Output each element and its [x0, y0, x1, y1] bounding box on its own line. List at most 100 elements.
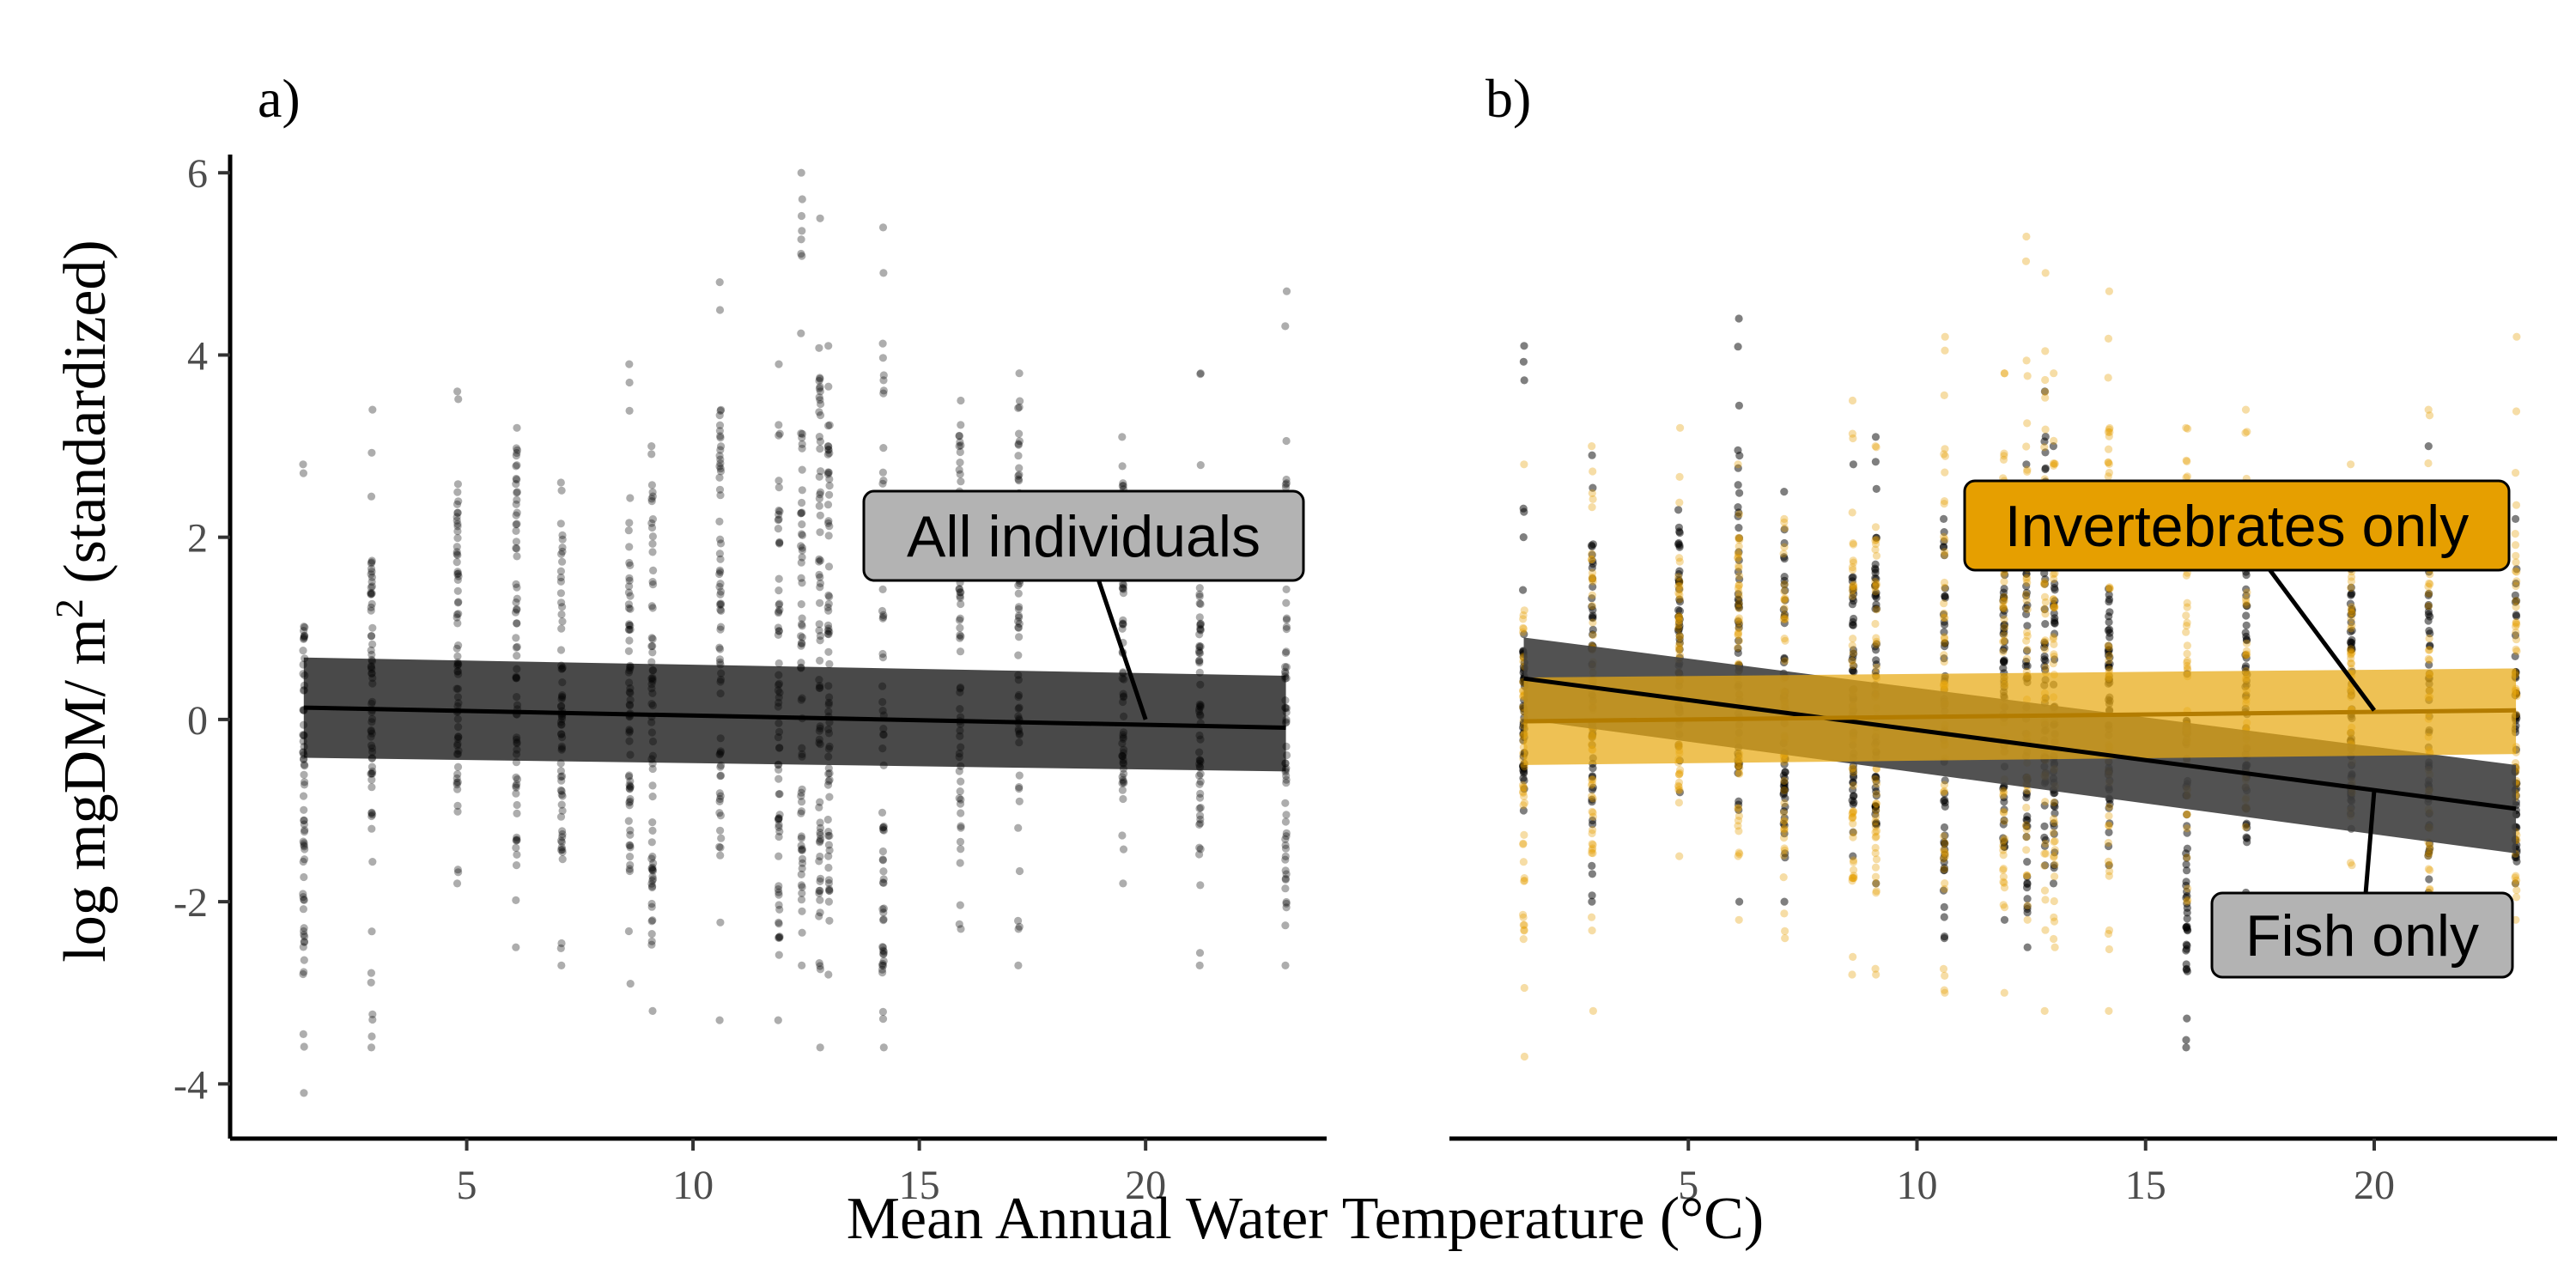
all-point	[1196, 626, 1205, 635]
invert-point	[1675, 644, 1684, 653]
invert-point	[2512, 872, 2520, 880]
all-point	[1196, 625, 1205, 634]
all-point	[368, 783, 376, 792]
all-point	[453, 543, 461, 551]
all-point	[626, 689, 635, 697]
all-point	[513, 733, 521, 742]
fish-point	[2105, 641, 2113, 650]
all-point	[774, 686, 782, 695]
invert-point	[1734, 629, 1742, 639]
all-point	[300, 896, 308, 904]
all-point	[824, 342, 833, 350]
all-point	[879, 916, 888, 925]
fish-point	[2347, 642, 2356, 652]
all-point	[1014, 916, 1023, 925]
fish-point	[1940, 551, 1948, 560]
invert-point	[1941, 852, 1949, 860]
all-point	[513, 652, 521, 660]
all-point	[775, 586, 783, 595]
fish-point	[1589, 582, 1597, 592]
all-point	[556, 573, 565, 582]
y-axis-title-sup: 2	[47, 598, 91, 618]
invert-point	[2348, 621, 2356, 629]
invert-point	[1999, 791, 2008, 799]
all-point	[817, 835, 825, 843]
all-point	[301, 845, 309, 854]
all-point	[1119, 619, 1127, 628]
all-point	[775, 515, 783, 524]
invert-point	[1940, 635, 1949, 643]
all-point	[1282, 811, 1291, 819]
all-point	[624, 647, 634, 655]
all-point	[625, 576, 634, 585]
all-point	[368, 811, 376, 821]
all-point	[368, 754, 376, 762]
invert-point	[1871, 523, 1880, 532]
all-point	[1120, 675, 1128, 683]
all-point	[798, 750, 806, 759]
invert-point	[2041, 926, 2050, 934]
all-point	[512, 544, 520, 553]
all-point	[1281, 855, 1290, 864]
invert-point	[1849, 807, 1858, 816]
all-point	[716, 748, 725, 757]
all-point	[513, 552, 521, 561]
invert-point	[1588, 442, 1596, 451]
all-point	[1014, 676, 1023, 684]
all-point	[648, 737, 658, 746]
all-point	[300, 760, 308, 769]
all-point	[775, 814, 783, 823]
all-point	[775, 933, 783, 942]
all-point	[1119, 589, 1127, 598]
panel-a-ci-bands	[303, 657, 1286, 772]
all-point	[716, 535, 725, 544]
invert-point	[1850, 873, 1858, 882]
fish-point	[1941, 621, 1949, 629]
all-point	[453, 807, 462, 816]
invert-site-0	[1519, 460, 1529, 1061]
invert-point	[2000, 817, 2008, 825]
all-point	[300, 842, 308, 851]
fish-point	[2041, 665, 2050, 674]
all-point	[453, 508, 462, 518]
all-point	[557, 745, 566, 754]
invert-point	[2000, 369, 2009, 378]
invert-point	[1520, 983, 1528, 993]
all-point	[878, 354, 887, 362]
invert-point	[2105, 822, 2113, 830]
all-point	[957, 845, 965, 854]
all-point	[955, 920, 963, 928]
all-point	[1119, 620, 1127, 629]
all-point	[368, 640, 377, 649]
invert-point	[1734, 631, 1742, 640]
all-point	[957, 777, 965, 786]
invert-point	[2105, 867, 2114, 876]
all-point	[824, 446, 833, 454]
invert-point	[2000, 903, 2009, 912]
all-point	[512, 520, 520, 529]
panel-b-tag: b)	[1485, 68, 1531, 129]
invert-point	[1520, 874, 1528, 883]
all-point	[775, 507, 784, 516]
all-point	[453, 598, 463, 607]
invert-point	[2241, 594, 2251, 603]
invert-point	[1780, 514, 1789, 524]
fish-point	[2182, 923, 2190, 932]
all-point	[816, 573, 824, 581]
invert-point	[1848, 657, 1856, 665]
invert-point	[1780, 846, 1789, 855]
all-point	[878, 959, 887, 968]
all-point	[647, 680, 656, 689]
fish-point	[2001, 571, 2009, 580]
all-point	[300, 731, 308, 739]
fish-point	[1589, 574, 1597, 583]
fish-point	[1780, 526, 1789, 534]
invert-point	[1848, 873, 1856, 882]
all-point	[557, 692, 567, 701]
invert-point	[1999, 637, 2008, 646]
all-point	[1119, 584, 1127, 592]
invert-point	[1589, 826, 1597, 835]
all-point	[647, 450, 656, 459]
all-point	[648, 578, 657, 586]
all-point	[1118, 482, 1127, 490]
